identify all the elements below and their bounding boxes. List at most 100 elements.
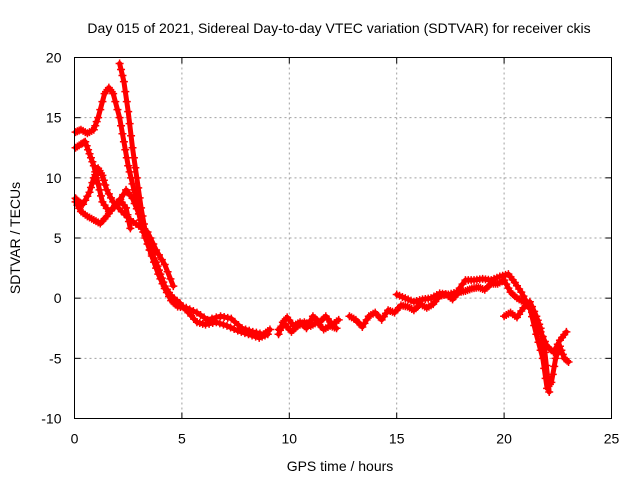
data-point — [71, 128, 80, 137]
data-point — [205, 319, 214, 328]
data-point — [117, 121, 126, 130]
y-tick-label: 0 — [54, 290, 62, 306]
data-point — [81, 137, 90, 146]
data-point — [532, 312, 541, 321]
data-point — [332, 324, 341, 333]
series-trace-g — [274, 318, 341, 336]
data-point — [540, 348, 549, 357]
data-point — [143, 227, 152, 236]
data-point — [121, 145, 130, 154]
y-tick-label: -10 — [41, 411, 61, 427]
data-point — [79, 200, 88, 209]
data-point — [91, 121, 100, 130]
data-point — [538, 332, 547, 341]
series-trace-h — [345, 276, 573, 393]
data-point — [123, 210, 132, 219]
data-point — [125, 119, 134, 128]
data-point — [117, 65, 126, 74]
data-series — [71, 59, 573, 397]
data-point — [157, 274, 166, 283]
data-point — [119, 190, 128, 199]
data-point — [550, 362, 559, 371]
data-point — [82, 141, 91, 150]
series-trace-b — [115, 59, 272, 342]
data-point — [128, 194, 137, 203]
data-point — [223, 321, 232, 330]
chart-title: Day 015 of 2021, Sidereal Day-to-day VTE… — [87, 20, 590, 36]
series-line — [73, 165, 176, 289]
data-point — [519, 292, 528, 301]
data-point — [81, 196, 90, 205]
data-point — [169, 282, 178, 291]
data-point — [122, 153, 131, 162]
data-point — [136, 215, 145, 224]
data-point — [458, 280, 467, 289]
data-point — [525, 297, 534, 306]
data-point — [98, 171, 107, 180]
data-point — [166, 274, 175, 283]
data-point — [107, 193, 116, 202]
data-point — [558, 350, 567, 359]
data-point — [88, 178, 97, 187]
data-point — [159, 278, 168, 287]
data-point — [542, 361, 551, 370]
data-point — [96, 191, 105, 200]
data-point — [95, 185, 104, 194]
data-point — [263, 330, 272, 339]
series-line — [73, 197, 133, 231]
data-point — [562, 327, 571, 336]
data-point — [215, 319, 224, 328]
data-point — [92, 117, 101, 126]
x-tick-label: 0 — [71, 431, 79, 447]
data-point — [237, 327, 246, 336]
data-point — [160, 260, 169, 269]
x-axis-label: GPS time / hours — [287, 458, 394, 474]
data-point — [104, 189, 113, 198]
data-point — [154, 266, 163, 275]
data-point — [94, 179, 103, 188]
data-point — [517, 288, 526, 297]
x-tick-label: 5 — [178, 431, 186, 447]
data-point — [154, 250, 163, 259]
data-point — [539, 340, 548, 349]
data-point — [130, 199, 139, 208]
data-point — [265, 325, 274, 334]
data-point — [455, 284, 464, 293]
data-point — [86, 183, 95, 192]
data-point — [240, 329, 249, 338]
y-tick-label: 15 — [46, 110, 62, 126]
data-point — [96, 105, 105, 114]
x-tick-label: 10 — [282, 431, 298, 447]
data-point — [122, 97, 131, 106]
data-point — [536, 324, 545, 333]
data-point — [551, 344, 560, 353]
data-point — [334, 315, 343, 324]
data-point — [124, 107, 133, 116]
data-point — [564, 357, 573, 366]
data-point — [157, 255, 166, 264]
data-point — [99, 176, 108, 185]
data-point — [163, 267, 172, 276]
data-point — [124, 161, 133, 170]
data-point — [152, 258, 161, 267]
data-point — [128, 143, 137, 152]
data-point — [84, 145, 93, 154]
data-point — [551, 354, 560, 363]
data-point — [101, 181, 110, 190]
data-point — [248, 331, 257, 340]
data-point — [535, 320, 544, 329]
data-point — [118, 71, 127, 80]
axis-ticks: 0 5 10 15 20 25 -10 -5 0 5 10 15 20 — [41, 50, 619, 447]
data-point — [119, 77, 128, 86]
data-point — [156, 270, 165, 279]
series-trace-e — [71, 195, 135, 233]
data-point — [88, 157, 97, 166]
x-tick-label: 20 — [496, 431, 512, 447]
x-tick-label: 15 — [389, 431, 405, 447]
data-point — [85, 149, 94, 158]
data-point — [149, 240, 158, 249]
data-point — [533, 316, 542, 325]
data-point — [134, 183, 143, 192]
data-point — [85, 188, 94, 197]
grid-lines — [74, 57, 612, 419]
